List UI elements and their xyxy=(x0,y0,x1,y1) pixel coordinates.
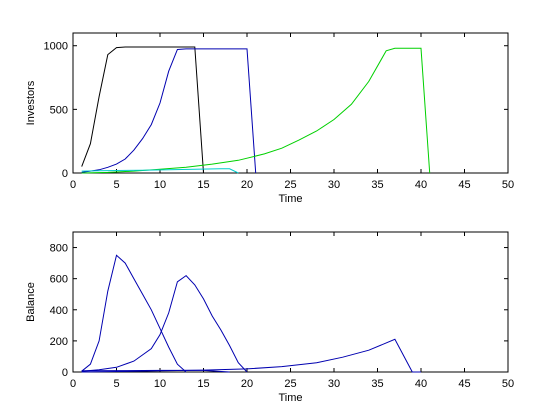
investors-x-axis-label: Time xyxy=(278,193,302,205)
balance-series-4-line xyxy=(81,369,230,373)
balance-series-2-line xyxy=(81,274,248,373)
investors-axes-box xyxy=(72,32,509,174)
balance-x-tick-label: 45 xyxy=(458,378,470,390)
balance-x-tick-label: 0 xyxy=(70,378,76,390)
investors-x-tick-label: 45 xyxy=(458,179,470,191)
balance-y-tick-label: 400 xyxy=(50,305,68,317)
balance-chart: 0 5 10 15 20 25 30 35 40 45 50 0 200 400 600 800 Time Bal… xyxy=(25,231,514,404)
investors-series-1-line xyxy=(81,46,204,174)
investors-x-tick-label: 25 xyxy=(284,179,296,191)
investors-x-tick-label: 35 xyxy=(371,179,383,191)
balance-x-tick-label: 10 xyxy=(154,378,166,390)
balance-y-tick-label: 800 xyxy=(50,243,68,255)
balance-y-tick-label: 0 xyxy=(62,367,68,379)
investors-x-tick-label: 0 xyxy=(70,179,76,191)
investors-x-tick-label: 5 xyxy=(113,179,119,191)
balance-series-1-line xyxy=(81,254,187,373)
investors-y-axis-label: Investors xyxy=(25,80,37,125)
balance-x-tick-label: 40 xyxy=(415,378,427,390)
investors-x-tick-label: 20 xyxy=(241,179,253,191)
investors-x-tick-label: 15 xyxy=(197,179,209,191)
balance-x-tick-label: 5 xyxy=(113,378,119,390)
balance-x-tick-label: 50 xyxy=(502,378,514,390)
investors-y-tick-label: 1000 xyxy=(44,41,68,53)
balance-y-axis-label: Balance xyxy=(25,282,37,322)
balance-y-tick-label: 600 xyxy=(50,274,68,286)
investors-chart: 0 5 10 15 20 25 30 35 40 45 5005001000TimeInvestor… xyxy=(25,32,514,205)
balance-axes-box xyxy=(72,231,509,373)
balance-y-tick-label: 200 xyxy=(50,336,68,348)
balance-x-tick-label: 35 xyxy=(371,378,383,390)
balance-x-axis-label: Time xyxy=(278,392,302,404)
investors-y-tick-label: 0 xyxy=(62,168,68,180)
balance-x-tick-label: 15 xyxy=(197,378,209,390)
balance-x-tick-label: 30 xyxy=(328,378,340,390)
investors-y-tick-label: 500 xyxy=(50,104,68,116)
balance-x-tick-label: 20 xyxy=(241,378,253,390)
investors-x-tick-label: 40 xyxy=(415,179,427,191)
investors-x-tick-label: 50 xyxy=(502,179,514,191)
balance-x-tick-label: 25 xyxy=(284,378,296,390)
investors-x-tick-label: 30 xyxy=(328,179,340,191)
investors-x-tick-label: 10 xyxy=(154,179,166,191)
investors-series-2-line xyxy=(81,48,257,174)
investors-series-4-line xyxy=(81,168,239,174)
